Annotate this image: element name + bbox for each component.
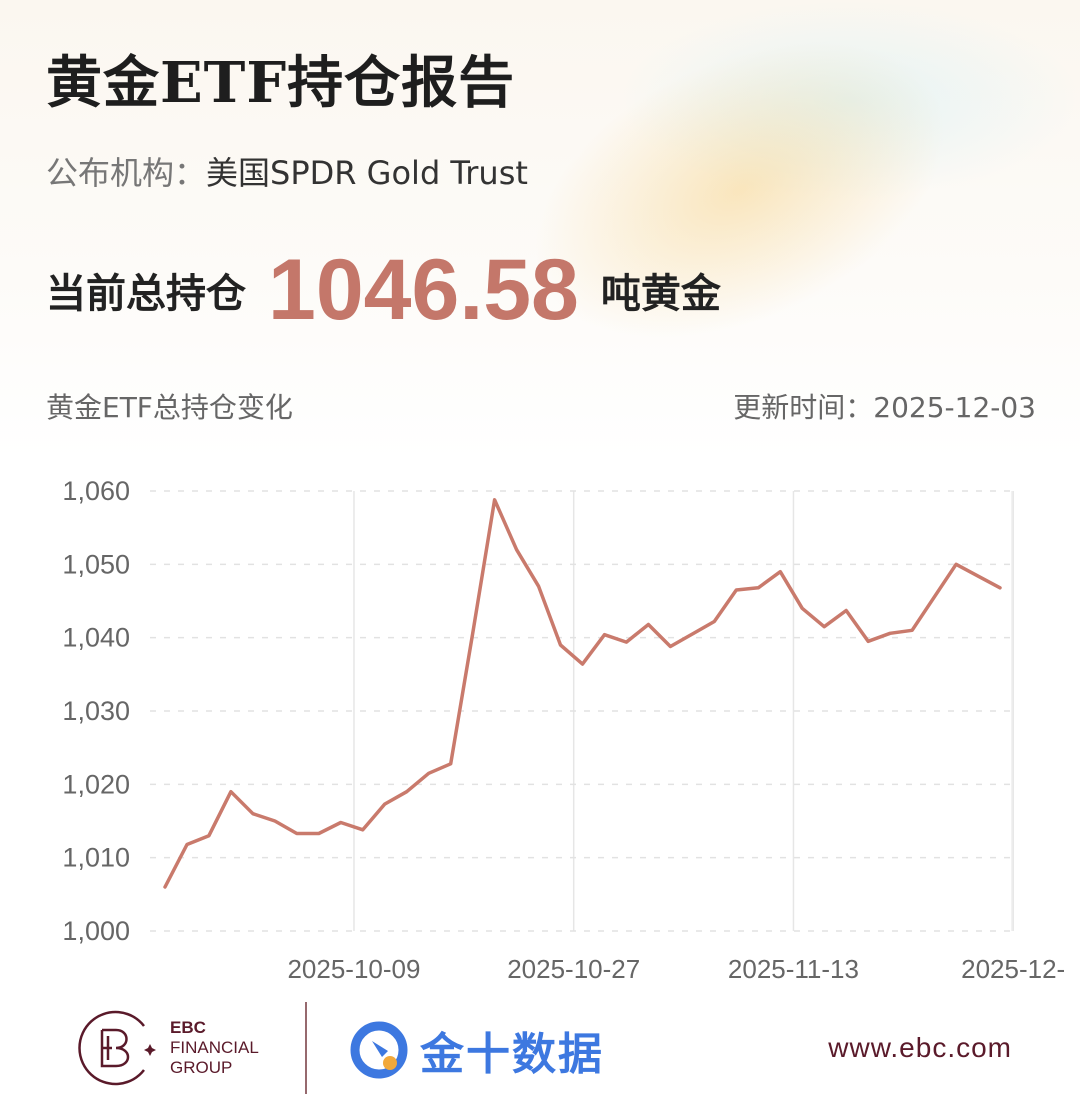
jin10-text: 金十数据 [420, 1029, 604, 1080]
chart-label: 黄金ETF总持仓变化 [46, 391, 293, 424]
y-tick-label: 1,060 [62, 476, 130, 506]
page-title: 黄金ETF持仓报告 [46, 50, 516, 116]
update-date: 2025-12-03 [873, 391, 1036, 424]
y-tick-label: 1,020 [62, 769, 130, 799]
ebc-line1: EBC [170, 1018, 206, 1037]
current-holding: 当前总持仓 1046.58 吨黄金 [46, 240, 721, 340]
ebc-line2: FINANCIAL [170, 1038, 259, 1057]
y-tick-label: 1,030 [62, 696, 130, 726]
ebc-emblem-icon [78, 1010, 156, 1086]
website-url: www.ebc.com [828, 1032, 1012, 1063]
publisher-label: 公布机构： [46, 154, 207, 192]
ebc-line3: GROUP [170, 1058, 233, 1077]
holding-value: 1046.58 [268, 241, 579, 338]
holdings-series-line [163, 498, 1002, 889]
jin10-rocket-icon [350, 1021, 408, 1079]
y-tick-label: 1,040 [62, 623, 130, 653]
x-tick-label: 2025-10-09 [287, 954, 420, 984]
footer-divider [305, 1002, 307, 1094]
x-tick-label: 2025-10-27 [507, 954, 640, 984]
ebc-logo: EBC FINANCIAL GROUP [78, 1008, 259, 1088]
holdings-line-chart: 2025-10-09 2025-10-27 2025-11-13 2025-12- 1,… [62, 476, 1065, 984]
x-tick-label: 2025-11-13 [728, 954, 859, 984]
y-tick-label: 1,010 [62, 843, 130, 873]
holding-unit: 吨黄金 [600, 271, 721, 317]
y-tick-label: 1,050 [62, 549, 130, 579]
publisher-name: 美国SPDR Gold Trust [206, 154, 528, 192]
footer: EBC FINANCIAL GROUP 金十数据 www.ebc.com [0, 1000, 1080, 1100]
update-label: 更新时间： [733, 391, 874, 424]
jin10-logo: 金十数据 [350, 1018, 604, 1082]
decor-glow [620, 0, 1080, 200]
holding-label: 当前总持仓 [46, 271, 246, 317]
x-tick-label: 2025-12- [961, 954, 1065, 984]
publisher: 公布机构：美国SPDR Gold Trust [46, 148, 528, 194]
update-time: 更新时间：2025-12-03 [733, 386, 1036, 426]
y-tick-label: 1,000 [62, 916, 130, 946]
